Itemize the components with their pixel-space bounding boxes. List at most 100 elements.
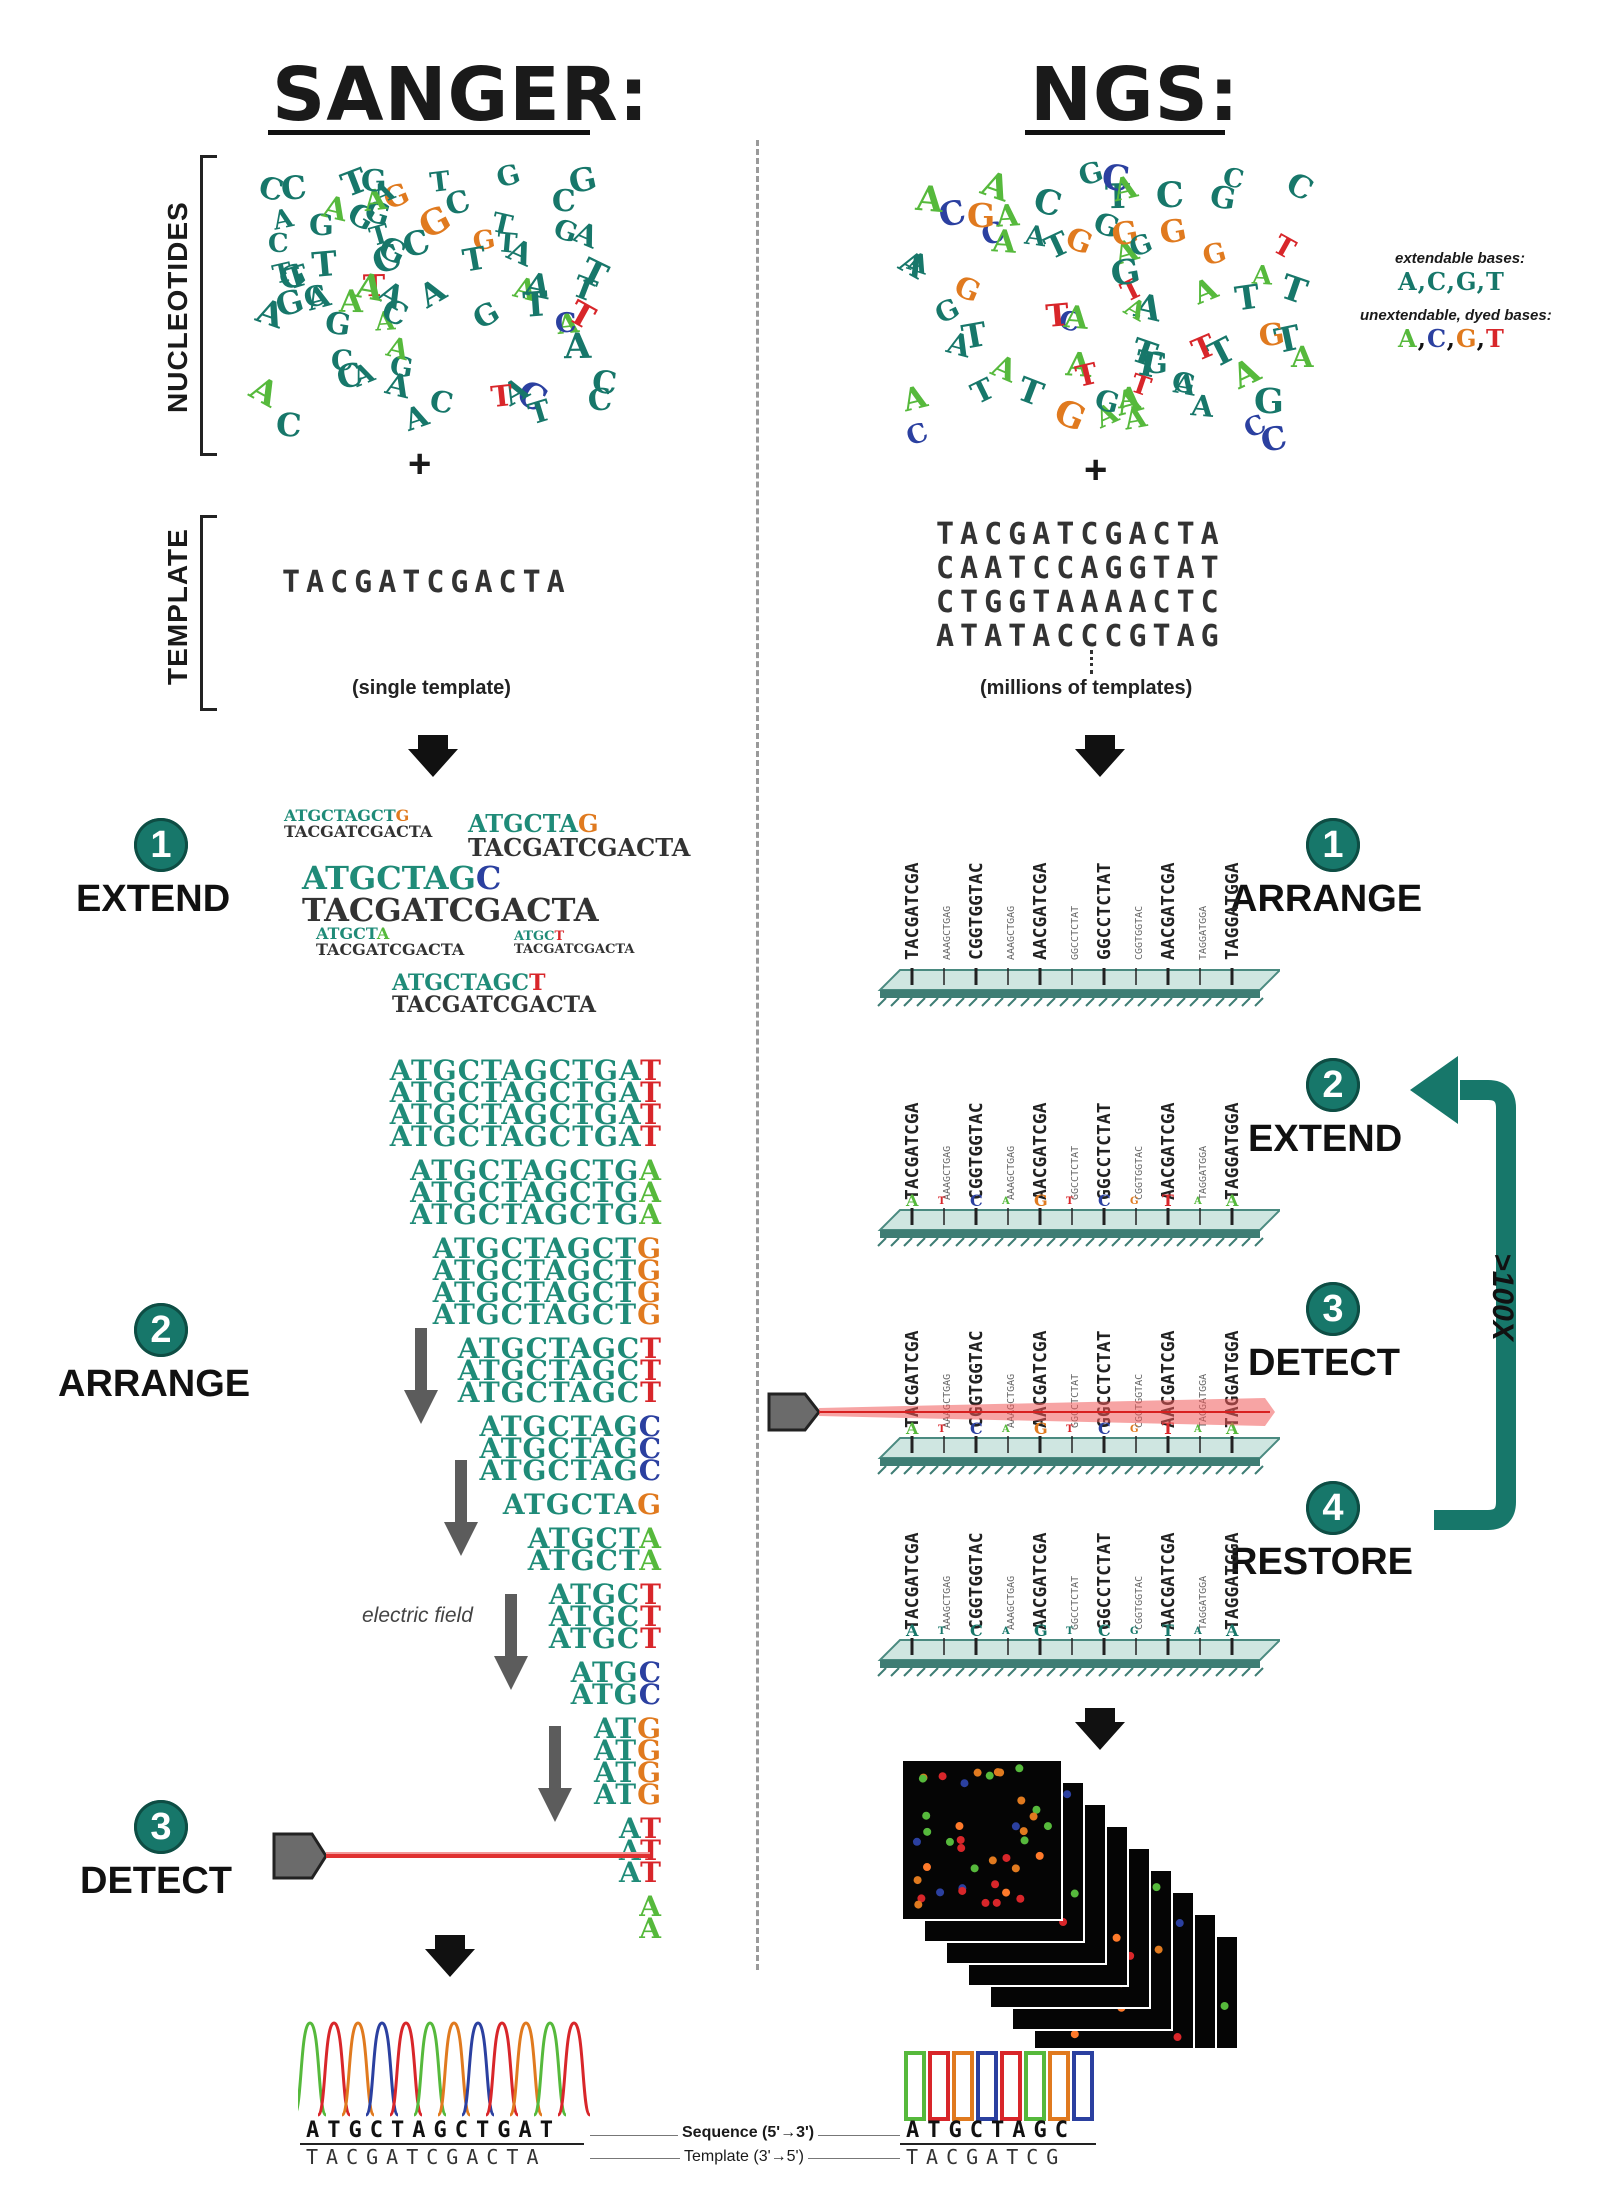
nucleotide-C: C	[1154, 174, 1185, 217]
electric-field-arrow-1	[404, 1328, 438, 1424]
nucleotides-bracket	[200, 155, 217, 456]
ladder-fragment: ATGCTA	[527, 1544, 662, 1577]
nucleotide-A: A	[914, 177, 945, 222]
legend-base-A: A	[1398, 267, 1418, 296]
template-strand: AAAGCTGAG	[942, 906, 953, 960]
nucleotide-T: T	[1011, 368, 1049, 415]
nucleotide-A: A	[898, 378, 931, 420]
template-strand: GGCCTCTAT	[1070, 1374, 1081, 1428]
slide-hatch	[1124, 997, 1134, 1007]
ngs-result-sequence: ATGCTAGC	[906, 2118, 1076, 2143]
incorporated-base-T: T	[1162, 1191, 1174, 1210]
nucleotide-C: C	[1280, 165, 1319, 209]
nucleotide-A: A	[251, 290, 290, 338]
slide-hatch	[1150, 1465, 1160, 1475]
template-continuation-dots	[1090, 650, 1093, 674]
slide-hatch	[1215, 1667, 1225, 1677]
nucleotide-C: C	[590, 363, 619, 403]
slide-hatch	[1215, 1465, 1225, 1475]
cluster-spot	[1220, 2001, 1229, 2010]
ladder-fragment: AT	[618, 1856, 662, 1889]
cluster-spot	[970, 1864, 979, 1873]
slide-hatch	[1254, 1237, 1264, 1247]
ladder-fragment: ATG	[594, 1778, 662, 1811]
incorporated-base-A: A	[1193, 1626, 1202, 1637]
template-strand: AAAGCTGAG	[1006, 1374, 1017, 1428]
sanger-step-3-badge: 3	[134, 1800, 188, 1854]
extend-fragment-6: ATGCTAGCT TACGATCGACTA	[392, 972, 596, 1016]
nucleotide-G: G	[1199, 236, 1230, 273]
cluster-spot	[918, 1774, 927, 1783]
chromatogram-peak-T	[484, 2021, 520, 2117]
template-strand: TAGGATGGA	[1198, 906, 1209, 960]
sanger-step-3-label: DETECT	[80, 1860, 232, 1902]
slide-hatch	[1098, 1667, 1108, 1677]
cluster-spot	[1017, 1796, 1026, 1805]
chromatogram-peak-G	[436, 2021, 472, 2117]
ladder-group: ATGCTAGCTGA ATGCTAGCTGA ATGCTAGCTGA	[390, 1157, 662, 1229]
sanger-template-caption: (single template)	[352, 677, 511, 699]
slide-hatch	[1241, 1465, 1251, 1475]
template-strand: TAGGATGGA	[1222, 1102, 1243, 1200]
ladder-fragment: A	[639, 1912, 662, 1945]
chromatogram-peak-C	[460, 2021, 496, 2117]
ladder-fragment: ATGCTAGCTGA	[410, 1176, 662, 1209]
sanger-fragment-ladder: ATGCTAGCTGAT ATGCTAGCTGAT ATGCTAGCTGAT ATGC…	[389, 1054, 662, 1952]
sanger-step-1-label: EXTEND	[76, 878, 231, 920]
slide-hatch	[994, 997, 1004, 1007]
nucleotide-A: A	[270, 203, 297, 237]
slide-hatch	[1163, 1667, 1173, 1677]
ladder-group: ATGCT ATGCT ATGCT	[390, 1581, 662, 1653]
slide-hatch	[1163, 997, 1173, 1007]
unextendable-bases: A,C,G,T	[1398, 324, 1505, 353]
cluster-spot	[1016, 1894, 1025, 1903]
template-strand: CGGTGGTAC	[966, 1102, 987, 1200]
incorporated-base-T: T	[1066, 1424, 1074, 1435]
ladder-fragment: ATGCTAGCT	[457, 1332, 662, 1365]
flow-cell-slide: TACGATCGAAAAAGCTGAGTCGGTGGTACCAAAGCTGAGA…	[877, 1330, 1280, 1475]
electric-field-arrow-2	[444, 1460, 478, 1556]
ngs-title-underline	[1025, 130, 1225, 135]
slide-hatch	[981, 997, 991, 1007]
slide-hatch	[955, 1465, 965, 1475]
cluster-spot	[973, 1768, 982, 1777]
nucleotide-G: G	[1060, 220, 1098, 263]
slide-hatch	[1046, 1237, 1056, 1247]
ladder-fragment: ATGCTAGCTGAT	[389, 1054, 662, 1087]
slide-hatch	[994, 1465, 1004, 1475]
slide-hatch	[1098, 997, 1108, 1007]
nucleotide-A: A	[412, 270, 453, 316]
slide-surface	[877, 1639, 1280, 1661]
ladder-fragment: ATGCTAG	[502, 1488, 662, 1521]
slide-hatch	[1150, 1667, 1160, 1677]
sanger-step-2-badge: 2	[134, 1303, 188, 1357]
chromatogram-peak-T	[316, 2021, 352, 2117]
slide-hatch	[1020, 1465, 1030, 1475]
fragment-top: ATGCTAGC	[302, 859, 502, 897]
slide-hatch	[1150, 1237, 1160, 1247]
slide-hatch	[1254, 1667, 1264, 1677]
template-strand: GGCCTCTAT	[1094, 862, 1115, 960]
slide-hatch	[916, 1237, 926, 1247]
sanger-result-rule	[300, 2143, 584, 2145]
cluster-spot	[1029, 1812, 1038, 1821]
sanger-down-arrow-2	[425, 1935, 475, 1977]
cluster-spot	[945, 1837, 954, 1846]
nucleotide-T: T	[489, 377, 515, 415]
sanger-chromatogram	[298, 2021, 592, 2117]
slide-hatch	[1085, 1465, 1095, 1475]
template-strand: GGCCTCTAT	[1070, 906, 1081, 960]
slide-hatch	[877, 1237, 887, 1247]
extend-fragment-2: ATGCTAG TACGATCGACTA	[468, 812, 690, 860]
slide-hatch	[1059, 997, 1069, 1007]
cluster-spot	[1019, 1827, 1028, 1836]
cluster-spot	[1070, 2030, 1079, 2039]
chromatogram-peak-G	[508, 2021, 544, 2117]
ngs-step-2-label: EXTEND	[1248, 1118, 1403, 1160]
slide-hatch	[1189, 1465, 1199, 1475]
incorporated-base-A: A	[1001, 1424, 1010, 1435]
slide-hatch	[1072, 1667, 1082, 1677]
slide-hatch	[890, 997, 900, 1007]
slide-hatch	[929, 997, 939, 1007]
